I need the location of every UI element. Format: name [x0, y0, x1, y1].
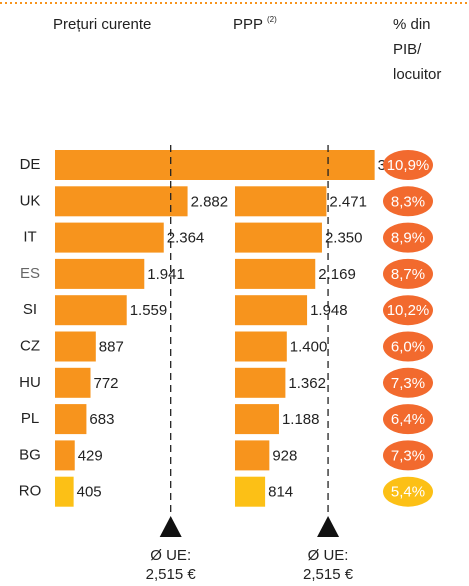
ratio-label: 8,9% — [391, 230, 425, 247]
value-label: 2.471 — [329, 193, 367, 210]
ratio-badge — [383, 367, 433, 398]
value-label: 1.559 — [130, 302, 168, 319]
ratio-badge — [383, 258, 433, 289]
bar — [235, 404, 279, 435]
bar — [55, 476, 74, 507]
ratio-badge — [383, 404, 433, 435]
bar — [55, 440, 75, 471]
bar — [235, 222, 322, 253]
panel-title: PPP — [233, 16, 263, 33]
ratio-label: 10,9% — [387, 157, 430, 174]
ratio-badge — [383, 186, 433, 217]
bar — [55, 186, 188, 217]
category-label: PL — [21, 410, 39, 427]
value-label: 2.882 — [191, 193, 229, 210]
bar — [55, 367, 91, 398]
value-label: 1.941 — [147, 266, 185, 283]
average-label: Ø UE: — [308, 547, 349, 564]
panel-title: Prețuri curente — [53, 16, 151, 33]
ratio-title: % din — [393, 16, 431, 33]
ratio-title: PIB/ — [393, 41, 422, 58]
panel-title-note: (2) — [267, 15, 277, 24]
ratio-badge — [383, 331, 433, 362]
ratio-badge — [383, 440, 433, 471]
ratio-label: 10,2% — [387, 302, 430, 319]
value-label: 2.364 — [167, 230, 205, 247]
bar — [235, 258, 316, 289]
ratio-badge — [383, 476, 433, 507]
average-marker — [317, 516, 340, 537]
ratio-title: locuitor — [393, 66, 441, 83]
category-label: RO — [19, 483, 42, 500]
bar — [235, 295, 308, 326]
bar — [55, 258, 145, 289]
category-label: SI — [23, 301, 37, 318]
average-marker — [159, 516, 182, 537]
ratio-badge — [383, 295, 433, 326]
ratio-label: 6,4% — [391, 411, 425, 428]
bar — [235, 331, 287, 362]
ratio-label: 7,3% — [391, 447, 425, 464]
value-label: 1.400 — [290, 338, 328, 355]
value-label: 405 — [77, 484, 102, 501]
value-label: 683 — [89, 411, 114, 428]
value-label: 1.948 — [310, 302, 348, 319]
value-label: 429 — [78, 447, 103, 464]
ratio-label: 5,4% — [391, 484, 425, 501]
value-label: 928 — [272, 447, 297, 464]
ratio-label: 8,7% — [391, 266, 425, 283]
value-label: 887 — [99, 338, 124, 355]
category-label: IT — [23, 229, 36, 246]
value-label: 1.362 — [288, 375, 326, 392]
bar — [55, 331, 96, 362]
ratio-badge — [383, 150, 433, 180]
value-label: 2.350 — [325, 230, 363, 247]
average-label: 2,515 € — [146, 566, 197, 583]
bar — [235, 440, 270, 471]
bar — [55, 295, 127, 326]
category-label: DE — [20, 156, 41, 173]
category-label: HU — [19, 374, 41, 391]
average-label: Ø UE: — [150, 547, 191, 564]
ratio-label: 8,3% — [391, 193, 425, 210]
value-label: 2.169 — [318, 266, 356, 283]
bar — [235, 186, 327, 217]
category-label: BG — [19, 446, 41, 463]
bar — [55, 150, 237, 180]
value-label: 814 — [268, 484, 293, 501]
bar — [235, 476, 266, 507]
ratio-badge — [383, 222, 433, 253]
average-label: 2,515 € — [303, 566, 354, 583]
ratio-label: 6,0% — [391, 338, 425, 355]
bar — [55, 222, 164, 253]
value-label: 1.188 — [282, 411, 320, 428]
value-label: 772 — [94, 375, 119, 392]
bar — [235, 367, 286, 398]
category-label: ES — [20, 265, 40, 282]
bar — [55, 404, 87, 435]
ratio-label: 7,3% — [391, 375, 425, 392]
category-label: UK — [20, 192, 41, 209]
bar — [235, 150, 375, 180]
category-label: CZ — [20, 337, 40, 354]
